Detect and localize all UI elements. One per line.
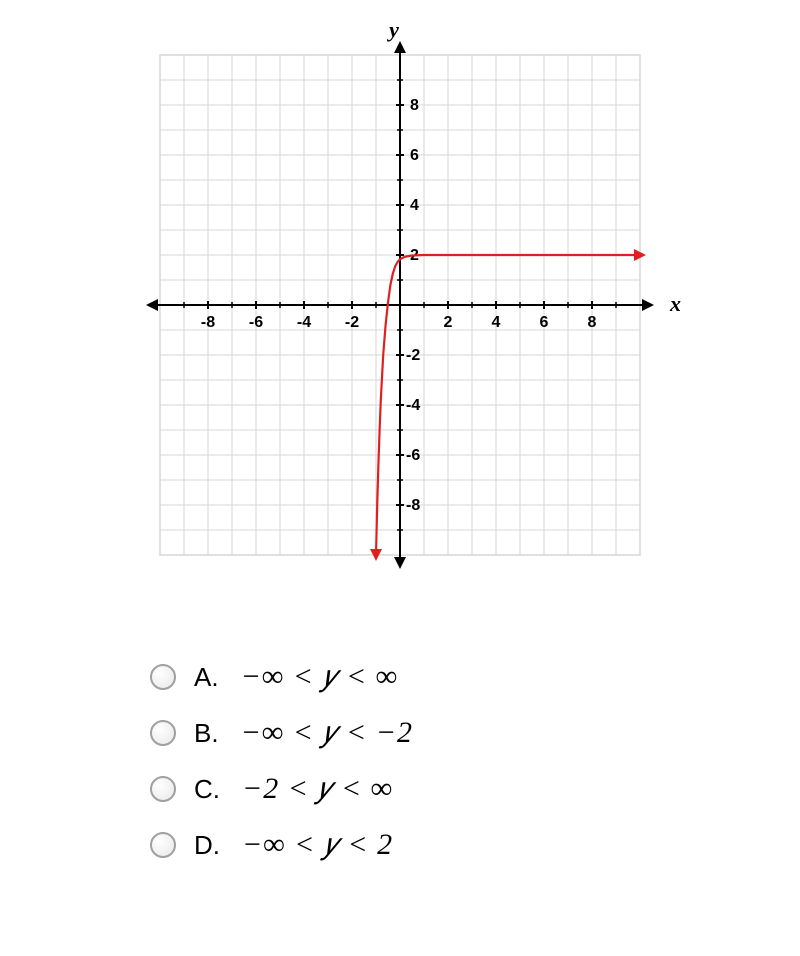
page: -8-6-4-224688642-2-4-6-8xy A.−∞ < 𝑦 < ∞B…	[0, 0, 800, 924]
svg-text:4: 4	[492, 314, 501, 331]
svg-text:6: 6	[540, 314, 549, 331]
option-a[interactable]: A. −∞ < 𝑦 < ∞	[150, 660, 800, 694]
option-b[interactable]: B. −∞ < 𝑦 < −2	[150, 716, 800, 750]
radio-a[interactable]	[150, 664, 176, 690]
svg-text:6: 6	[410, 147, 419, 164]
option-expression: −2 < 𝑦 < ∞	[242, 772, 393, 806]
svg-text:-4: -4	[297, 314, 311, 331]
option-d[interactable]: D. −∞ < 𝑦 < 2	[150, 828, 800, 862]
svg-text:-2: -2	[406, 347, 420, 364]
option-letter: C.	[194, 774, 220, 805]
svg-text:-8: -8	[406, 497, 420, 514]
svg-text:4: 4	[410, 197, 419, 214]
answer-options: A. −∞ < 𝑦 < ∞ B. −∞ < 𝑦 < −2 C. −2 < 𝑦 < ∞ D.−…	[150, 660, 800, 862]
option-c[interactable]: C. −2 < 𝑦 < ∞	[150, 772, 800, 806]
option-expression: −∞ < 𝑦 < −2	[241, 716, 413, 750]
svg-text:-6: -6	[406, 447, 420, 464]
svg-text:-8: -8	[201, 314, 215, 331]
radio-c[interactable]	[150, 776, 176, 802]
graph-panel: -8-6-4-224688642-2-4-6-8xy	[115, 20, 685, 590]
option-letter: D.	[194, 830, 220, 861]
svg-text:-4: -4	[406, 397, 420, 414]
option-expression: −∞ < 𝑦 < ∞	[241, 660, 399, 694]
svg-text:8: 8	[410, 97, 419, 114]
option-letter: A.	[194, 662, 219, 693]
svg-text:x: x	[669, 291, 681, 316]
svg-text:8: 8	[588, 314, 597, 331]
svg-text:2: 2	[444, 314, 453, 331]
radio-d[interactable]	[150, 832, 176, 858]
option-letter: B.	[194, 718, 219, 749]
radio-b[interactable]	[150, 720, 176, 746]
svg-text:-2: -2	[345, 314, 359, 331]
coordinate-graph: -8-6-4-224688642-2-4-6-8xy	[115, 20, 685, 590]
svg-text:y: y	[386, 20, 399, 42]
option-expression: −∞ < 𝑦 < 2	[242, 828, 393, 862]
svg-text:-6: -6	[249, 314, 263, 331]
